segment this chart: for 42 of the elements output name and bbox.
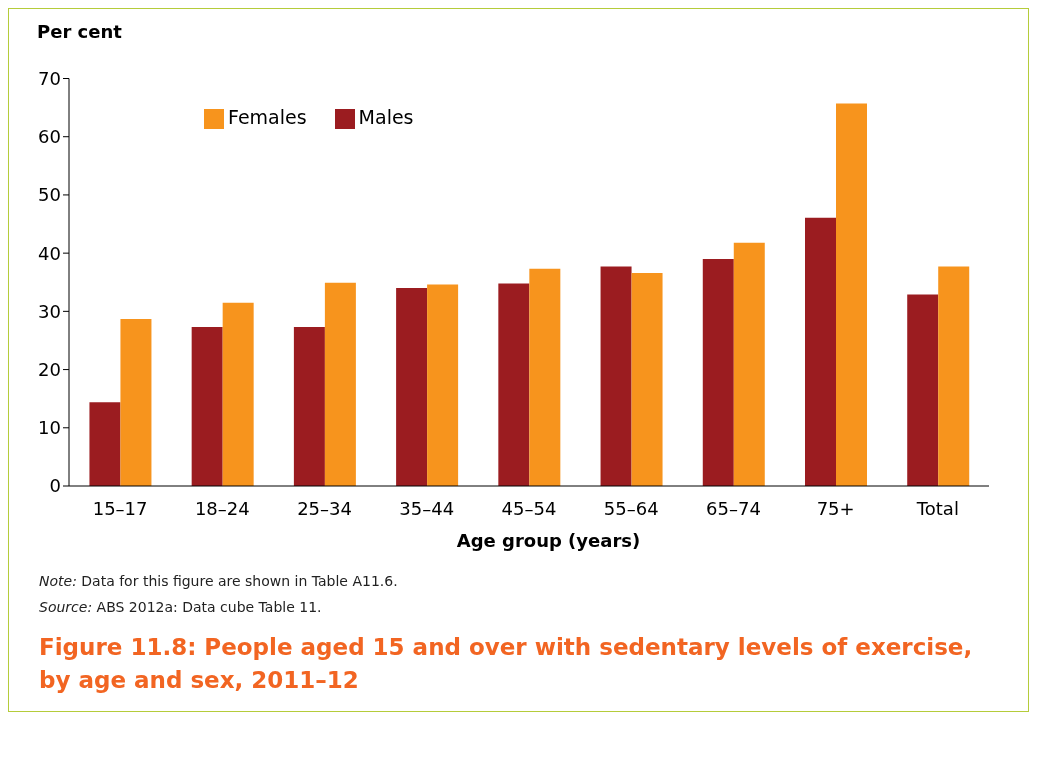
x-tick-label: 25–34 xyxy=(297,497,352,519)
bar xyxy=(498,283,530,486)
text: Figure 11.8: People aged 15 and over with sedentary levels of exercise, by age and sex, 2011–12 xyxy=(39,633,974,695)
y-tick-label: 70 xyxy=(38,67,61,89)
x-tick-label: 75+ xyxy=(816,497,855,519)
y-tick-label: 20 xyxy=(38,358,61,380)
x-tick-label: 45–54 xyxy=(501,497,557,519)
bar xyxy=(529,268,561,486)
bar xyxy=(120,318,152,486)
legend-label: Females xyxy=(228,106,307,128)
y-tick-label: 60 xyxy=(38,126,61,148)
bar xyxy=(427,284,459,486)
y-tick-label: 10 xyxy=(38,417,61,439)
source-note: Source: ABS 2012a: Data cube Table 11. xyxy=(39,599,322,615)
bar xyxy=(702,258,734,486)
bar xyxy=(396,288,428,486)
bar xyxy=(324,282,356,486)
text: Note: Data for this figure are shown in Table A11.6. xyxy=(39,573,398,589)
legend-label: Males xyxy=(358,106,414,128)
bar xyxy=(836,103,867,486)
x-tick-label: 55–64 xyxy=(603,497,659,519)
x-tick-label: 18–24 xyxy=(194,497,250,519)
bar xyxy=(293,327,325,486)
y-tick-label: 50 xyxy=(38,184,61,206)
x-tick-label: 65–74 xyxy=(706,497,761,519)
bar xyxy=(89,402,121,486)
bar xyxy=(733,242,765,486)
bar xyxy=(191,327,223,486)
bar xyxy=(907,294,939,486)
bar xyxy=(600,266,632,486)
y-tick-label: 40 xyxy=(38,242,61,264)
bar xyxy=(631,272,663,486)
y-tick-label: 0 xyxy=(49,475,61,497)
y-tick-label: 30 xyxy=(38,300,61,322)
y-axis-title: Per cent xyxy=(37,21,123,42)
bar xyxy=(805,217,836,486)
bar xyxy=(222,302,254,486)
x-tick-label: 35–44 xyxy=(399,497,455,519)
x-tick-label: 15–17 xyxy=(92,497,148,519)
x-tick-label: Total xyxy=(915,497,959,519)
x-axis-title: Age group (years) xyxy=(455,530,642,551)
bar xyxy=(938,266,970,486)
